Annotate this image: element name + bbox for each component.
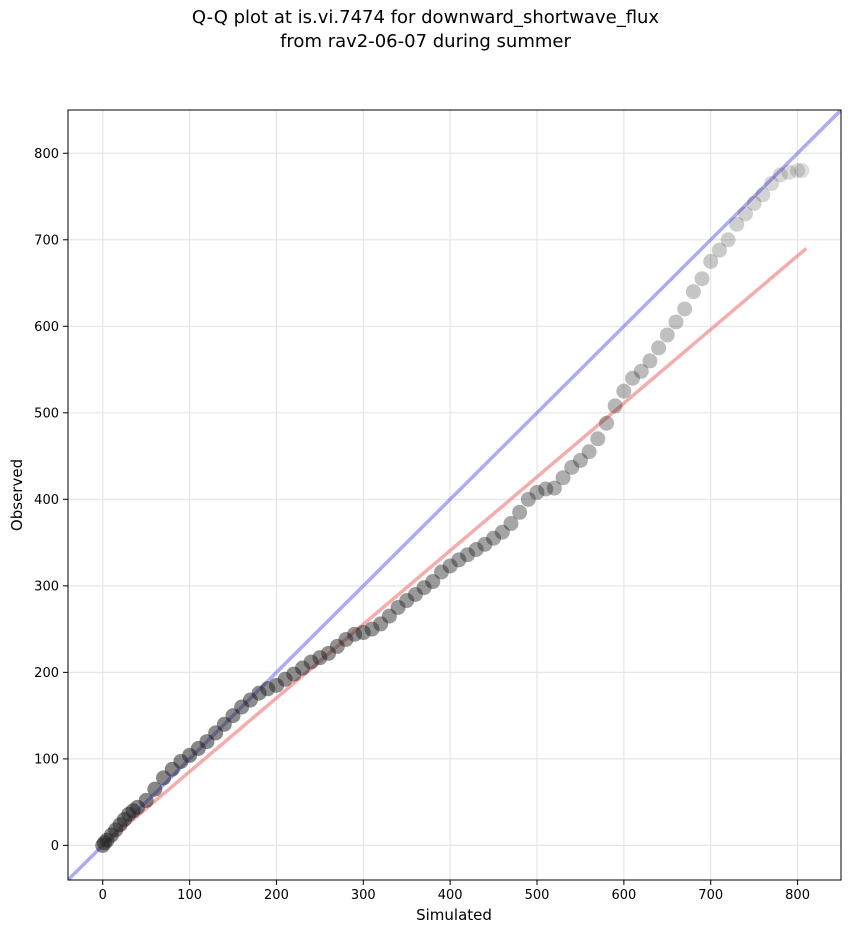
- y-tick-label: 200: [34, 666, 59, 681]
- data-point: [407, 586, 423, 602]
- chart-title-line2: from rav2-06-07 during summer: [280, 31, 571, 52]
- y-tick-label: 100: [34, 752, 59, 767]
- chart-title-line1: Q-Q plot at is.vi.7474 for downward_shor…: [191, 7, 660, 28]
- data-point: [494, 524, 510, 540]
- y-tick-label: 400: [34, 493, 59, 508]
- data-point: [598, 415, 614, 431]
- data-point: [373, 616, 389, 632]
- data-point: [451, 552, 467, 568]
- x-tick-label: 400: [438, 888, 463, 903]
- data-point: [616, 383, 632, 399]
- x-tick-label: 0: [99, 888, 107, 903]
- data-point: [772, 167, 788, 183]
- data-point: [312, 650, 328, 666]
- data-point: [555, 470, 571, 486]
- data-point: [659, 327, 675, 343]
- data-point: [694, 271, 710, 287]
- y-tick-label: 800: [34, 147, 59, 162]
- x-tick-label: 300: [351, 888, 376, 903]
- x-tick-label: 200: [264, 888, 289, 903]
- data-point: [433, 564, 449, 580]
- data-point: [399, 593, 415, 609]
- data-point: [625, 370, 641, 386]
- x-tick-label: 700: [698, 888, 723, 903]
- data-point: [468, 542, 484, 558]
- data-point: [520, 491, 536, 507]
- data-point: [564, 459, 580, 475]
- data-point: [703, 253, 719, 269]
- data-point: [512, 504, 528, 520]
- data-point: [633, 363, 649, 379]
- x-tick-label: 100: [177, 888, 202, 903]
- data-point: [685, 284, 701, 300]
- data-point: [546, 480, 562, 496]
- y-axis-label: Observed: [8, 459, 26, 531]
- data-point: [425, 574, 441, 590]
- data-point: [755, 187, 771, 203]
- data-point: [538, 481, 554, 497]
- x-tick-label: 600: [611, 888, 636, 903]
- fit-line: [101, 247, 808, 847]
- data-point: [486, 530, 502, 546]
- data-point: [329, 638, 345, 654]
- data-point: [364, 621, 380, 637]
- y-tick-label: 0: [51, 839, 59, 854]
- data-point: [390, 599, 406, 615]
- data-point: [590, 431, 606, 447]
- data-point: [503, 516, 519, 532]
- data-point: [737, 206, 753, 222]
- data-point: [147, 781, 163, 797]
- axis-ticks: 0 100 200 300 400 500 600 700 800 0 100 200 300 400 50…: [34, 147, 810, 903]
- data-point: [764, 176, 780, 192]
- data-point: [381, 608, 397, 624]
- data-point: [442, 558, 458, 574]
- data-point: [581, 444, 597, 460]
- plot-frame: [67, 109, 842, 881]
- data-point: [460, 547, 476, 563]
- data-point: [355, 625, 371, 641]
- y-tick-label: 600: [34, 320, 59, 335]
- data-point: [651, 340, 667, 356]
- x-tick-label: 500: [525, 888, 550, 903]
- y-tick-label: 300: [34, 579, 59, 594]
- data-point: [338, 631, 354, 647]
- y-tick-label: 500: [34, 406, 59, 421]
- data-point: [790, 163, 806, 179]
- data-point: [677, 301, 693, 317]
- data-point: [529, 484, 545, 500]
- data-point: [781, 164, 797, 180]
- data-point: [347, 626, 363, 642]
- data-point: [668, 314, 684, 330]
- data-point: [711, 242, 727, 258]
- data-point: [729, 216, 745, 232]
- data-point: [416, 580, 432, 596]
- data-point: [572, 452, 588, 468]
- data-point: [321, 645, 337, 661]
- data-point: [607, 398, 623, 414]
- x-tick-label: 800: [785, 888, 810, 903]
- data-point: [794, 163, 810, 179]
- y-tick-label: 700: [34, 233, 59, 248]
- chart-title: Q-Q plot at is.vi.7474 for downward_shor…: [0, 6, 851, 54]
- data-points: [95, 163, 810, 853]
- data-point: [746, 195, 762, 211]
- data-point: [477, 536, 493, 552]
- data-point: [642, 353, 658, 369]
- data-point: [138, 792, 154, 808]
- data-point: [720, 232, 736, 248]
- x-axis-label: Simulated: [416, 906, 492, 924]
